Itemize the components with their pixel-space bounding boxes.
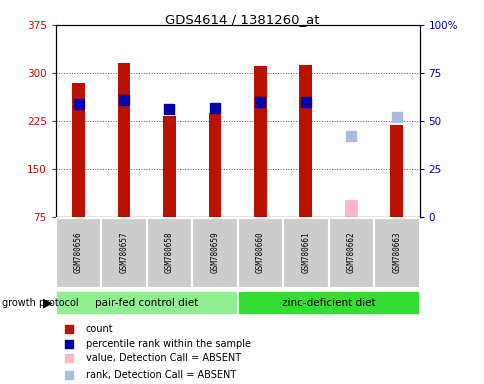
Point	[64, 326, 72, 332]
Point	[75, 101, 82, 107]
Text: GSM780657: GSM780657	[119, 231, 128, 273]
Text: count: count	[86, 324, 113, 334]
Text: growth protocol: growth protocol	[2, 298, 79, 308]
Text: rank, Detection Call = ABSENT: rank, Detection Call = ABSENT	[86, 369, 235, 380]
Text: GSM780658: GSM780658	[165, 231, 174, 273]
Bar	[344, 200, 357, 217]
Point	[302, 99, 309, 105]
Text: GSM780660: GSM780660	[256, 231, 264, 273]
Bar	[254, 66, 266, 217]
Bar	[390, 126, 402, 217]
Text: GSM780663: GSM780663	[392, 231, 400, 273]
Point	[392, 114, 400, 120]
FancyBboxPatch shape	[373, 218, 419, 288]
Text: GSM780659: GSM780659	[210, 231, 219, 273]
Point	[64, 356, 72, 362]
Bar	[72, 83, 85, 217]
Bar	[163, 116, 175, 217]
FancyBboxPatch shape	[56, 218, 101, 288]
FancyBboxPatch shape	[192, 218, 237, 288]
Text: value, Detection Call = ABSENT: value, Detection Call = ABSENT	[86, 353, 240, 364]
Bar	[299, 65, 312, 217]
Bar	[208, 113, 221, 217]
FancyBboxPatch shape	[56, 291, 237, 316]
Bar	[117, 63, 130, 217]
Text: GSM780662: GSM780662	[346, 231, 355, 273]
Text: ▶: ▶	[43, 296, 52, 309]
Point	[347, 133, 354, 139]
Point	[64, 341, 72, 347]
Point	[256, 99, 264, 105]
Point	[120, 97, 128, 103]
Point	[64, 372, 72, 378]
Text: GSM780661: GSM780661	[301, 231, 310, 273]
FancyBboxPatch shape	[146, 218, 192, 288]
FancyBboxPatch shape	[283, 218, 328, 288]
FancyBboxPatch shape	[237, 291, 419, 316]
FancyBboxPatch shape	[328, 218, 373, 288]
Text: GDS4614 / 1381260_at: GDS4614 / 1381260_at	[165, 13, 319, 26]
Point	[165, 106, 173, 113]
Text: percentile rank within the sample: percentile rank within the sample	[86, 339, 250, 349]
Text: GSM780656: GSM780656	[74, 231, 83, 273]
FancyBboxPatch shape	[237, 218, 283, 288]
Text: zinc-deficient diet: zinc-deficient diet	[281, 298, 375, 308]
Point	[211, 104, 218, 111]
FancyBboxPatch shape	[101, 218, 146, 288]
Text: pair-fed control diet: pair-fed control diet	[95, 298, 198, 308]
